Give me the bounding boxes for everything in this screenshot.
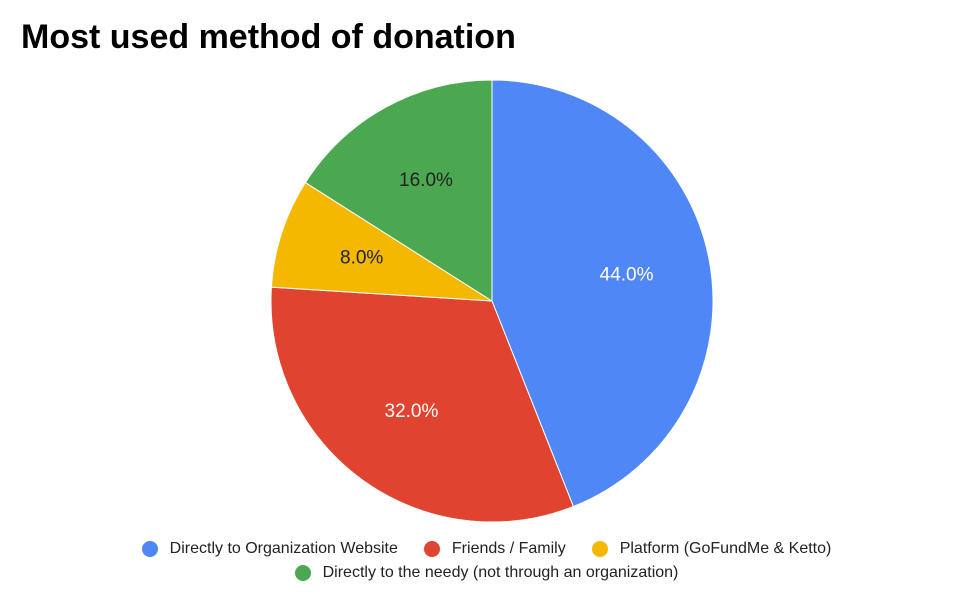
legend-label-friends-family: Friends / Family (451, 540, 566, 557)
legend-marker-organization-website (141, 541, 158, 557)
legend-item-directly-to-needy: Directly to the needy (not through an or… (294, 564, 679, 582)
legend-marker-platform (591, 541, 608, 557)
legend-label-directly-to-needy: Directly to the needy (not through an or… (322, 564, 679, 581)
slice-label-friends-family: 32.0% (385, 401, 439, 422)
chart-title: Most used method of donation (21, 18, 516, 56)
legend-marker-directly-to-needy (294, 565, 311, 581)
pie-slice-friends-family (270, 286, 575, 523)
slice-label-platform: 8.0% (340, 248, 383, 269)
legend: Directly to Organization Website Friends… (0, 540, 973, 558)
pie-slice-directly-to-needy (304, 79, 493, 302)
slice-label-organization-website: 44.0% (600, 264, 654, 285)
legend-item-organization-website: Directly to Organization Website (141, 540, 398, 558)
legend-marker-friends-family (423, 541, 440, 557)
pie-slice-organization-website (491, 79, 714, 508)
legend-row-2: Directly to the needy (not through an or… (0, 564, 973, 582)
legend-item-friends-family: Friends / Family (423, 540, 566, 558)
pie-slice-platform (270, 181, 493, 302)
legend-item-platform: Platform (GoFundMe & Ketto) (591, 540, 832, 558)
legend-label-organization-website: Directly to Organization Website (169, 540, 398, 557)
slice-label-directly-to-needy: 16.0% (399, 170, 453, 191)
legend-label-platform: Platform (GoFundMe & Ketto) (619, 540, 832, 557)
